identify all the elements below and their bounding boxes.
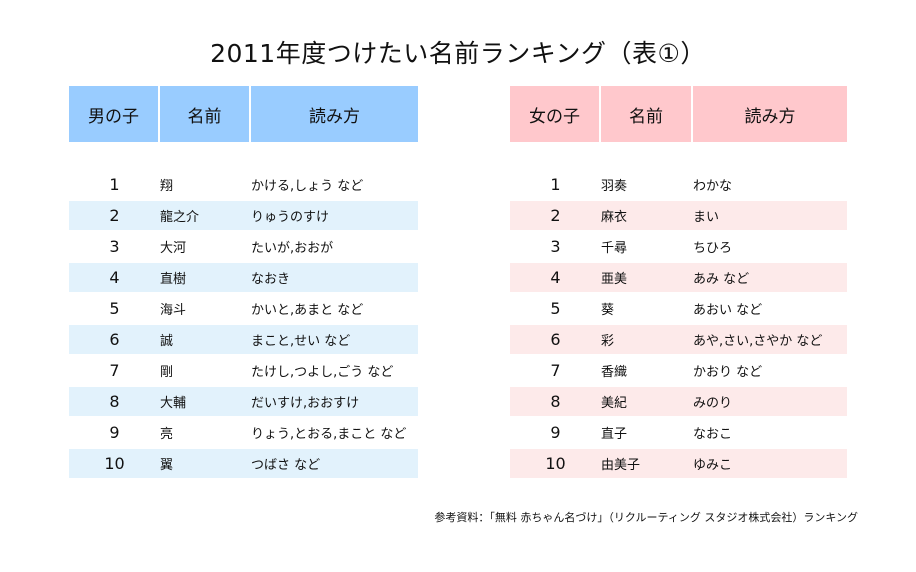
girls-ranking-table: 女の子 名前 読み方 1 羽奏 わかな 2 麻衣 まい 3 千尋 ちひろ 4 亜美 あみ など … (510, 86, 847, 480)
rank-cell: 10 (69, 449, 160, 480)
table-row: 9 直子 なおこ (510, 418, 847, 449)
rank-cell: 3 (69, 232, 160, 263)
name-cell: 羽奏 (601, 170, 693, 201)
reading-cell: まこと,せい など (251, 325, 418, 356)
reading-cell: りょう,とおる,まこと など (251, 418, 418, 449)
boys-header-name: 名前 (160, 86, 251, 142)
name-cell: 香織 (601, 356, 693, 387)
table-row: 10 翼つばさ など (69, 449, 418, 480)
reading-cell: あや,さい,さやか など (693, 325, 847, 356)
rank-cell: 1 (69, 170, 160, 201)
name-cell: 葵 (601, 294, 693, 325)
name-cell: 美紀 (601, 387, 693, 418)
name-cell: 翔 (160, 170, 251, 201)
name-cell: 直子 (601, 418, 693, 449)
reading-cell: わかな (693, 170, 847, 201)
girls-header-name: 名前 (601, 86, 693, 142)
rank-cell: 6 (69, 325, 160, 356)
table-row: 1 羽奏 わかな (510, 170, 847, 201)
boys-header-row: 男の子 名前 読み方 (69, 86, 418, 142)
rank-cell: 6 (510, 325, 601, 356)
table-row: 7 剛たけし,つよし,ごう など (69, 356, 418, 387)
reading-cell: つばさ など (251, 449, 418, 480)
table-row: 5 海斗 かいと,あまと など (69, 294, 418, 325)
reading-cell: かおり など (693, 356, 847, 387)
reading-cell: かける,しょう など (251, 170, 418, 201)
reading-cell: まい (693, 201, 847, 232)
reading-cell: かいと,あまと など (251, 294, 418, 325)
table-row: 4 直樹 なおき (69, 263, 418, 294)
name-cell: 翼 (160, 449, 251, 480)
rank-cell: 9 (69, 418, 160, 449)
boys-ranking-table: 男の子 名前 読み方 1 翔かける,しょう など 2 龍之介 りゅうのすけ 3 大河 たい… (69, 86, 418, 480)
rank-cell: 8 (69, 387, 160, 418)
rank-cell: 3 (510, 232, 601, 263)
reading-cell: あおい など (693, 294, 847, 325)
table-row: 2 麻衣 まい (510, 201, 847, 232)
rank-cell: 2 (69, 201, 160, 232)
name-cell: 千尋 (601, 232, 693, 263)
name-cell: 海斗 (160, 294, 251, 325)
reading-cell: ゆみこ (693, 449, 847, 480)
page-title: 2011年度つけたい名前ランキング（表①） (210, 39, 706, 68)
rank-cell: 7 (510, 356, 601, 387)
table-row: 3 千尋 ちひろ (510, 232, 847, 263)
rank-cell: 2 (510, 201, 601, 232)
name-cell: 龍之介 (160, 201, 251, 232)
reading-cell: ちひろ (693, 232, 847, 263)
name-cell: 彩 (601, 325, 693, 356)
reading-cell: なおこ (693, 418, 847, 449)
reading-cell: だいすけ,おおすけ (251, 387, 418, 418)
table-row: 5 葵あおい など (510, 294, 847, 325)
reading-cell: なおき (251, 263, 418, 294)
name-cell: 亮 (160, 418, 251, 449)
reading-cell: たいが,おおが (251, 232, 418, 263)
name-cell: 亜美 (601, 263, 693, 294)
name-cell: 剛 (160, 356, 251, 387)
rank-cell: 8 (510, 387, 601, 418)
table-row: 1 翔かける,しょう など (69, 170, 418, 201)
table-row: 10 由美子 ゆみこ (510, 449, 847, 480)
table-row: 9 亮りょう,とおる,まこと など (69, 418, 418, 449)
table-row: 6 誠まこと,せい など (69, 325, 418, 356)
rank-cell: 9 (510, 418, 601, 449)
rank-cell: 4 (69, 263, 160, 294)
table-row: 2 龍之介 りゅうのすけ (69, 201, 418, 232)
reading-cell: あみ など (693, 263, 847, 294)
rank-cell: 4 (510, 263, 601, 294)
rank-cell: 7 (69, 356, 160, 387)
table-row: 7 香織 かおり など (510, 356, 847, 387)
name-cell: 大輔 (160, 387, 251, 418)
rank-cell: 5 (69, 294, 160, 325)
table-row: 8 美紀 みのり (510, 387, 847, 418)
girls-header-rank: 女の子 (510, 86, 601, 142)
boys-header-reading: 読み方 (251, 86, 418, 142)
reading-cell: りゅうのすけ (251, 201, 418, 232)
table-row: 3 大河 たいが,おおが (69, 232, 418, 263)
table-row: 6 彩あや,さい,さやか など (510, 325, 847, 356)
source-citation: 参考資料：「無料 赤ちゃん名づけ」（リクルーティング スタジオ株式会社）ランキン… (434, 511, 858, 524)
name-cell: 誠 (160, 325, 251, 356)
name-cell: 由美子 (601, 449, 693, 480)
table-row: 8 大輔 だいすけ,おおすけ (69, 387, 418, 418)
girls-header-row: 女の子 名前 読み方 (510, 86, 847, 142)
reading-cell: みのり (693, 387, 847, 418)
name-cell: 大河 (160, 232, 251, 263)
rank-cell: 5 (510, 294, 601, 325)
boys-header-rank: 男の子 (69, 86, 160, 142)
rank-cell: 1 (510, 170, 601, 201)
reading-cell: たけし,つよし,ごう など (251, 356, 418, 387)
name-cell: 麻衣 (601, 201, 693, 232)
name-cell: 直樹 (160, 263, 251, 294)
table-row: 4 亜美 あみ など (510, 263, 847, 294)
rank-cell: 10 (510, 449, 601, 480)
girls-header-reading: 読み方 (693, 86, 847, 142)
